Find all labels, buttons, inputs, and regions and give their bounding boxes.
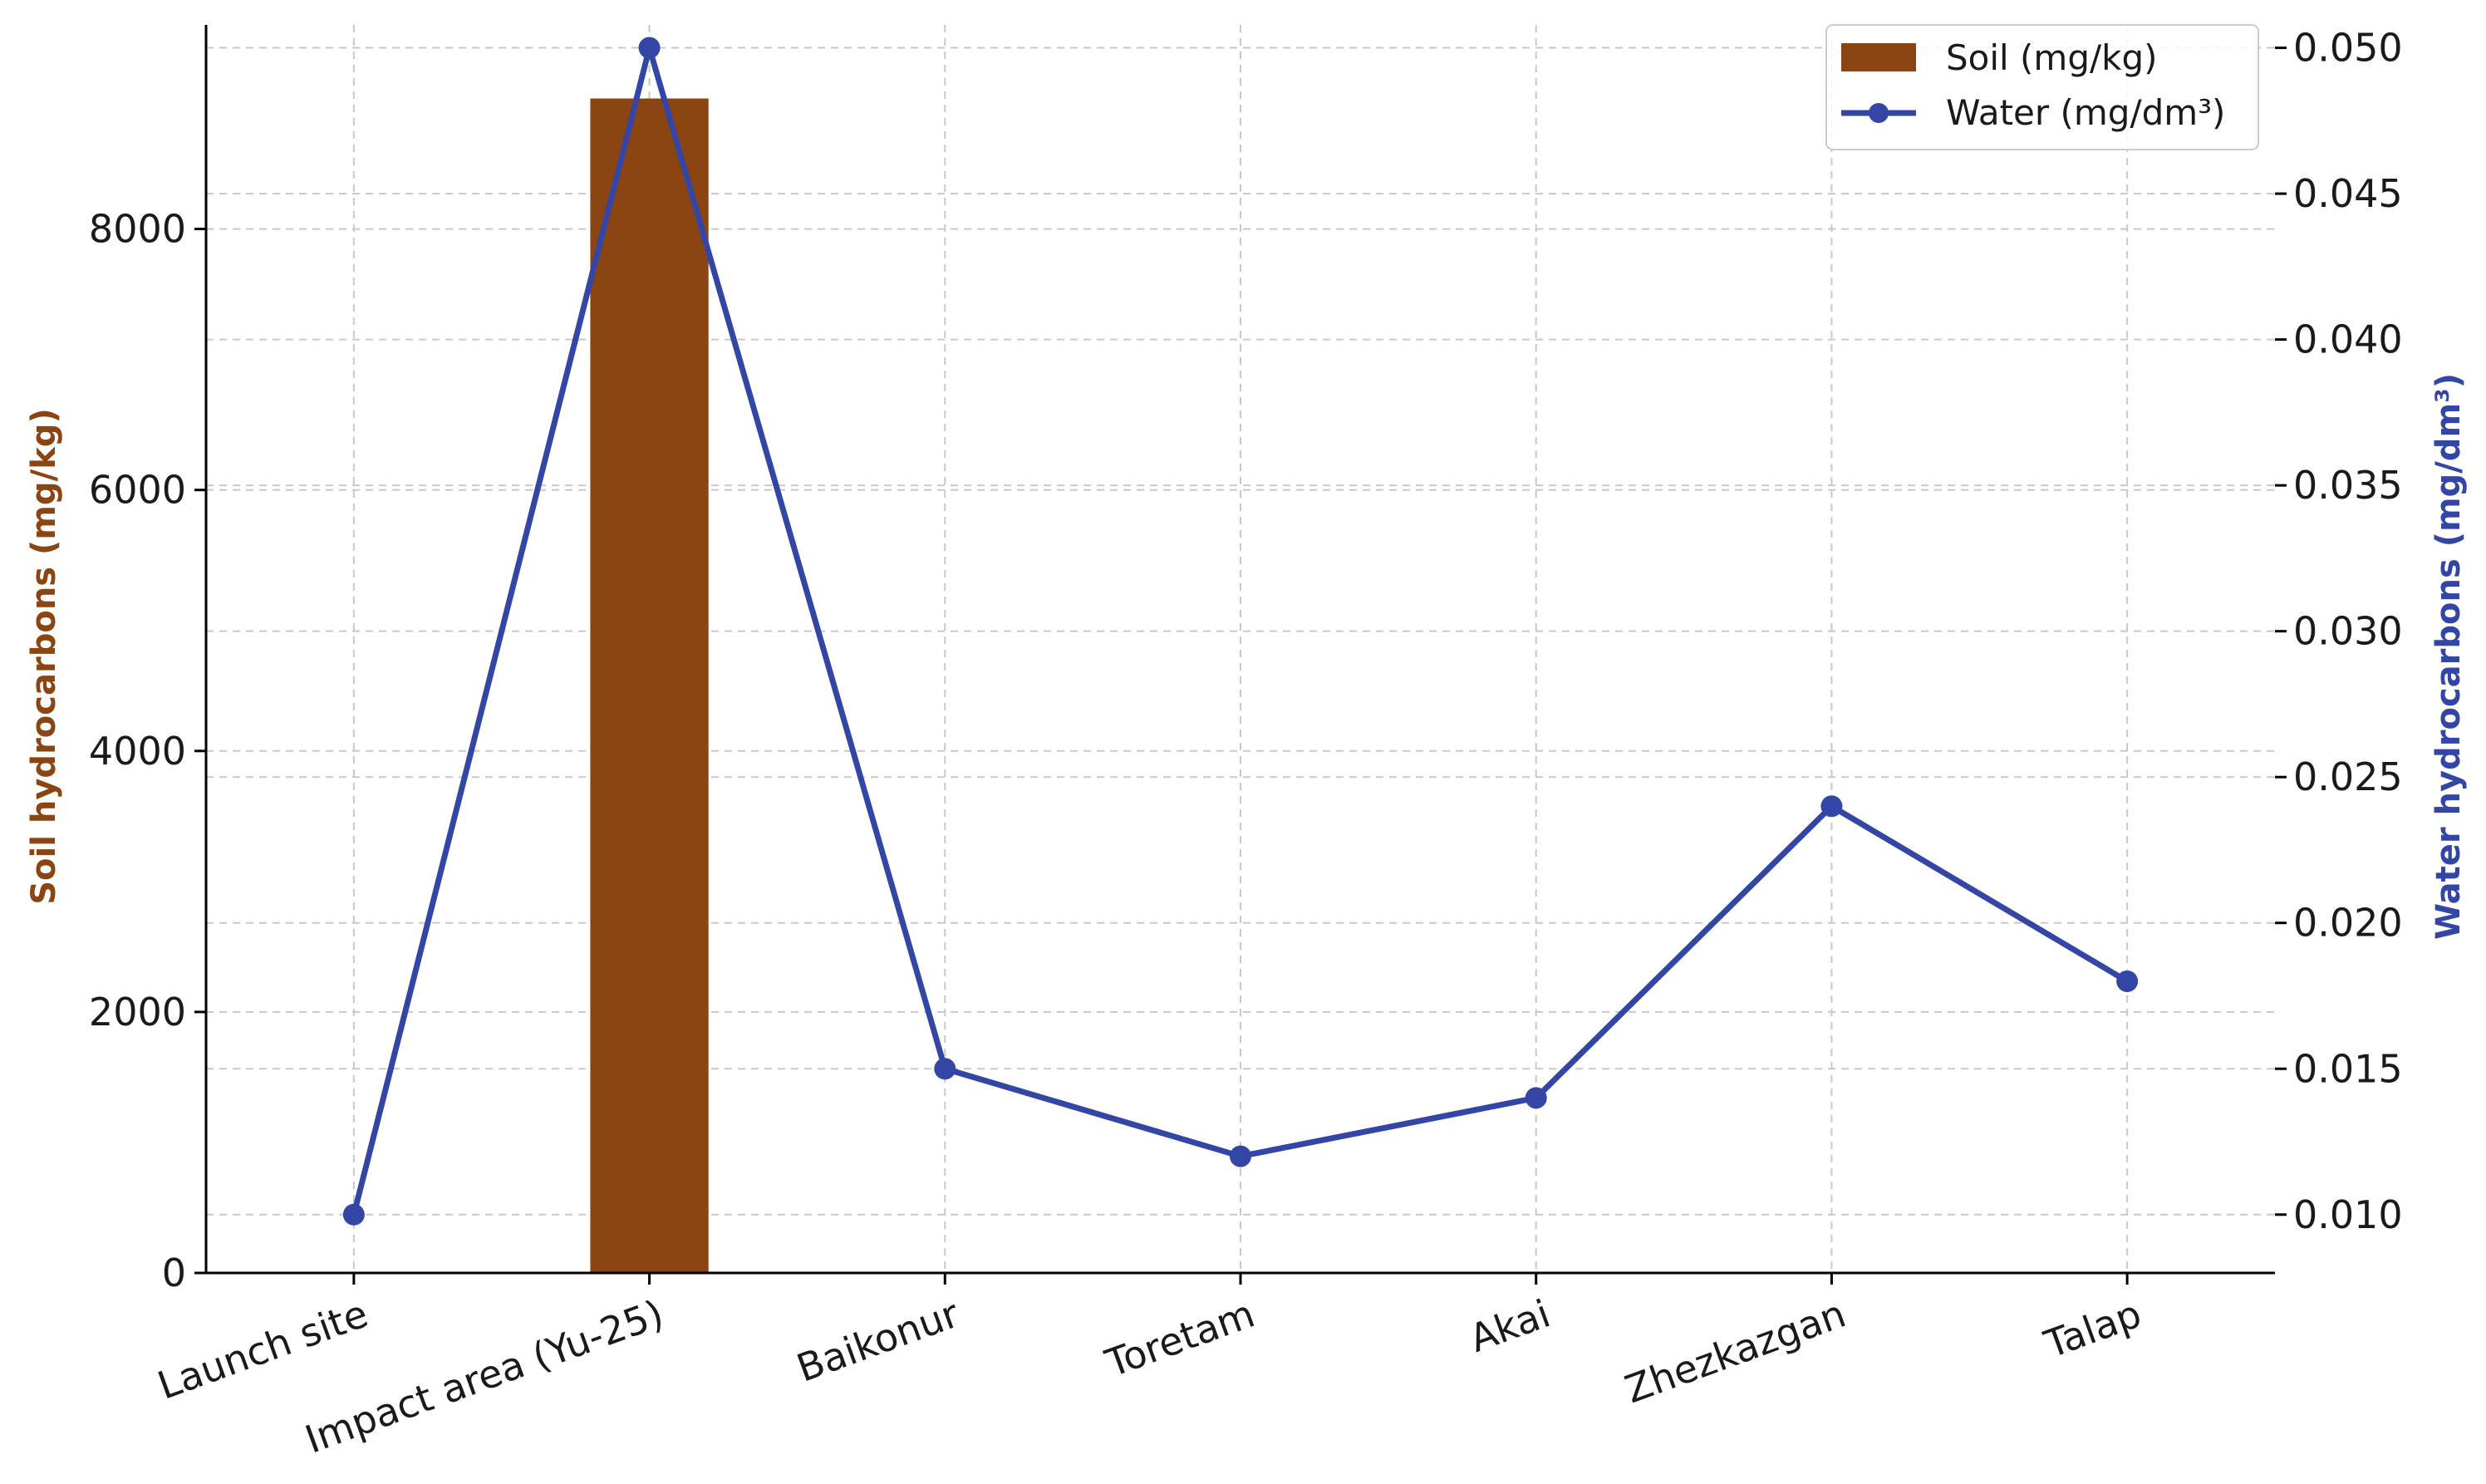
water-point: [1820, 795, 1843, 818]
legend-frame: [1825, 24, 2259, 150]
legend: Soil (mg/kg) Water (mg/dm³): [1825, 24, 2259, 150]
water-point: [934, 1058, 956, 1080]
x-tick-label: Talap: [2038, 1291, 2147, 1368]
axes: [194, 25, 2287, 1285]
left-tick-label: 4000: [89, 729, 186, 774]
tick-labels: 0 2000 4000 6000 8000 0.010 0.015 0.020 0.025 0.0…: [89, 26, 2403, 1462]
right-tick-label: 0.015: [2293, 1046, 2403, 1091]
left-tick-label: 0: [162, 1251, 186, 1295]
y-axis-left-title: Soil hydrocarbons (mg/kg): [25, 408, 63, 905]
soil-bar: [590, 98, 709, 1273]
water-point: [1230, 1145, 1251, 1167]
soil-bars: [590, 98, 2187, 1273]
left-tick-label: 8000: [89, 207, 186, 252]
right-tick-label: 0.040: [2293, 317, 2403, 362]
water-point: [638, 37, 661, 59]
right-tick-label: 0.025: [2293, 754, 2403, 799]
right-tick-label: 0.045: [2293, 171, 2403, 216]
water-point: [2116, 970, 2139, 992]
right-tick-label: 0.030: [2293, 609, 2403, 654]
right-tick-label: 0.010: [2293, 1192, 2403, 1237]
x-tick-label: Launch site: [152, 1291, 374, 1408]
legend-water-label: Water (mg/dm³): [1946, 92, 2225, 133]
left-tick-label: 6000: [89, 468, 186, 513]
water-point: [1525, 1087, 1547, 1109]
x-tick-label: Baikonur: [791, 1291, 965, 1391]
legend-soil-label: Soil (mg/kg): [1946, 37, 2158, 78]
left-tick-label: 2000: [89, 990, 186, 1034]
grid: [206, 25, 2275, 1274]
x-tick-label: Akai: [1464, 1291, 1556, 1361]
y-axis-right-title: Water hydrocarbons (mg/dm³): [2430, 373, 2468, 940]
x-tick-label: Zhezkazgan: [1619, 1291, 1852, 1413]
water-line: [342, 37, 2139, 1226]
legend-soil-swatch: [1841, 43, 1916, 71]
right-tick-label: 0.020: [2293, 901, 2403, 946]
right-tick-label: 0.035: [2293, 463, 2403, 508]
x-tick-label: Toretam: [1099, 1291, 1260, 1387]
right-tick-label: 0.050: [2293, 26, 2403, 71]
water-point: [342, 1203, 365, 1226]
legend-water-marker: [1869, 103, 1889, 123]
